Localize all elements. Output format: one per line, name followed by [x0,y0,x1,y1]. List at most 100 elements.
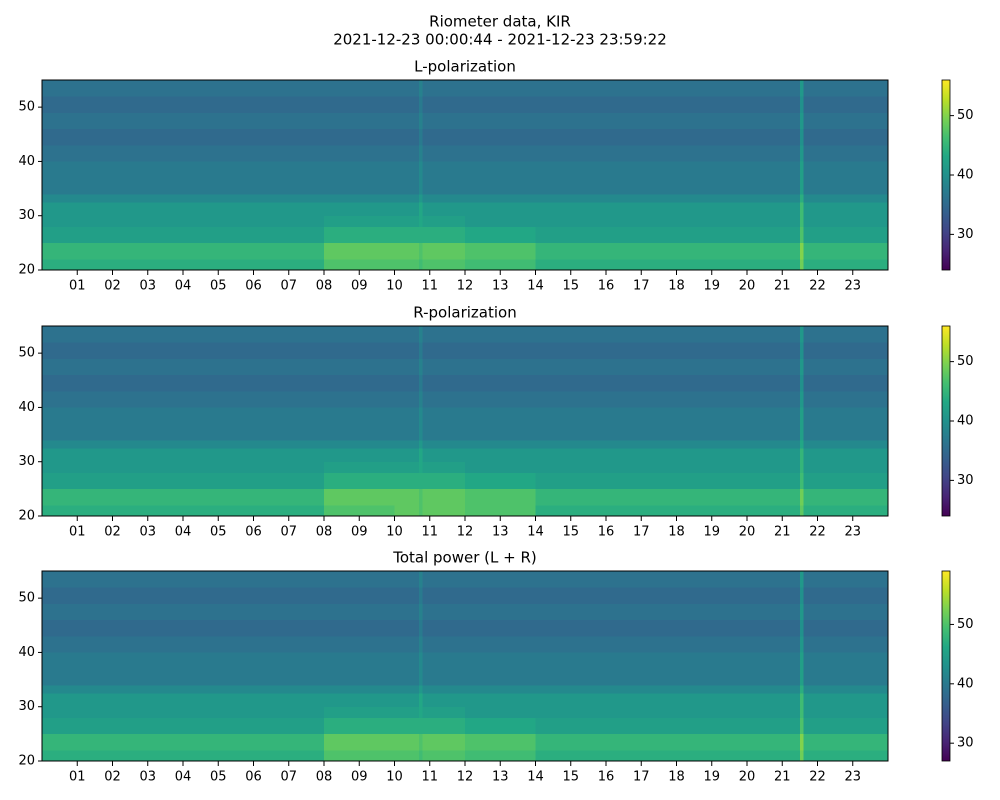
heatmap-cell [465,668,536,686]
heatmap-cell [422,374,466,392]
heatmap-cell [803,461,818,473]
x-tick-label: 12 [457,279,474,294]
heatmap-cell [394,177,420,195]
heatmap-cell [42,750,113,762]
heatmap-cell [183,685,254,694]
heatmap-cell [422,636,466,653]
heatmap-cell [465,161,536,179]
heatmap-cell [42,571,113,588]
heatmap-cell [535,112,607,130]
heatmap-cell [535,733,607,751]
heatmap-cell [535,693,607,708]
heatmap-cell [803,112,818,130]
heatmap-cell [535,80,607,97]
heatmap-cell [324,202,395,217]
heatmap-cell [535,161,607,179]
y-tick-label: 30 [18,208,35,223]
x-tick-label: 11 [421,525,438,540]
heatmap-cell [799,226,804,244]
heatmap-cell [803,571,818,588]
heatmap-cell [112,423,184,441]
heatmap-cell [747,374,801,392]
heatmap-cell [183,693,254,708]
x-tick-label: 12 [457,770,474,785]
heatmap-cell [676,145,748,162]
heatmap-cell [42,603,113,621]
heatmap-cell [394,202,420,217]
heatmap-cell [112,448,184,463]
x-tick-label: 10 [386,279,403,294]
heatmap-cell [606,96,677,113]
heatmap-cell [183,636,254,653]
heatmap-cell [803,259,818,271]
heatmap-cell [422,693,466,708]
heatmap-cell [394,242,420,260]
y-tick-label: 50 [18,591,35,606]
heatmap-cell [112,128,184,146]
heatmap-cell [324,461,395,473]
heatmap-cell [324,750,395,762]
heatmap-cell [535,717,607,735]
heatmap-cell [676,619,748,637]
heatmap-cell [324,652,395,670]
heatmap-cell [42,128,113,146]
heatmap-cell [676,448,748,463]
heatmap-cell [253,750,325,762]
heatmap-cell [606,128,677,146]
heatmap-cell [422,342,466,359]
heatmap-cell [42,242,113,260]
heatmap-cell [419,202,423,217]
heatmap-cell [803,423,818,441]
heatmap-cell [394,128,420,146]
heatmap-cell [799,423,804,441]
heatmap-cell [422,96,466,113]
heatmap-cell [817,750,889,762]
heatmap-cell [535,358,607,376]
heatmap-cell [799,391,804,408]
x-tick-label: 21 [774,279,791,294]
heatmap-cell [747,407,801,425]
heatmap-cell [465,374,536,392]
x-tick-label: 13 [492,279,509,294]
heatmap-cell [42,440,113,449]
heatmap-cell [324,587,395,604]
heatmap-cell [394,342,420,359]
heatmap-cell [676,259,748,271]
heatmap-cell [253,636,325,653]
heatmap-cell [535,128,607,146]
heatmap-cell [535,587,607,604]
heatmap-cell [42,407,113,425]
heatmap-cell [253,619,325,637]
heatmap-cell [253,374,325,392]
heatmap-cell [465,391,536,408]
heatmap-cell [183,112,254,130]
heatmap-cell [42,80,113,97]
heatmap-cell [606,391,677,408]
heatmap-cell [606,202,677,217]
heatmap-cell [535,706,607,718]
heatmap-cell [803,472,818,490]
heatmap-cell [183,448,254,463]
heatmap-cell [183,342,254,359]
heatmap-cell [324,706,395,718]
heatmap-cell [676,587,748,604]
x-tick-label: 01 [69,770,86,785]
heatmap-cell [324,145,395,162]
heatmap-cell [394,461,420,473]
heatmap-cell [676,342,748,359]
heatmap-cell [799,717,804,735]
heatmap-cell [606,472,677,490]
heatmap-cell [747,242,801,260]
heatmap-cell [817,717,889,735]
heatmap-cell [817,215,889,227]
heatmap-cell [817,461,889,473]
heatmap-cell [465,194,536,203]
heatmap-cell [253,145,325,162]
heatmap-cell [112,215,184,227]
heatmap-cell [817,242,889,260]
heatmap-cell [465,706,536,718]
heatmap-cell [112,342,184,359]
x-tick-label: 20 [739,525,756,540]
heatmap-cell [394,587,420,604]
heatmap-cell [817,194,889,203]
